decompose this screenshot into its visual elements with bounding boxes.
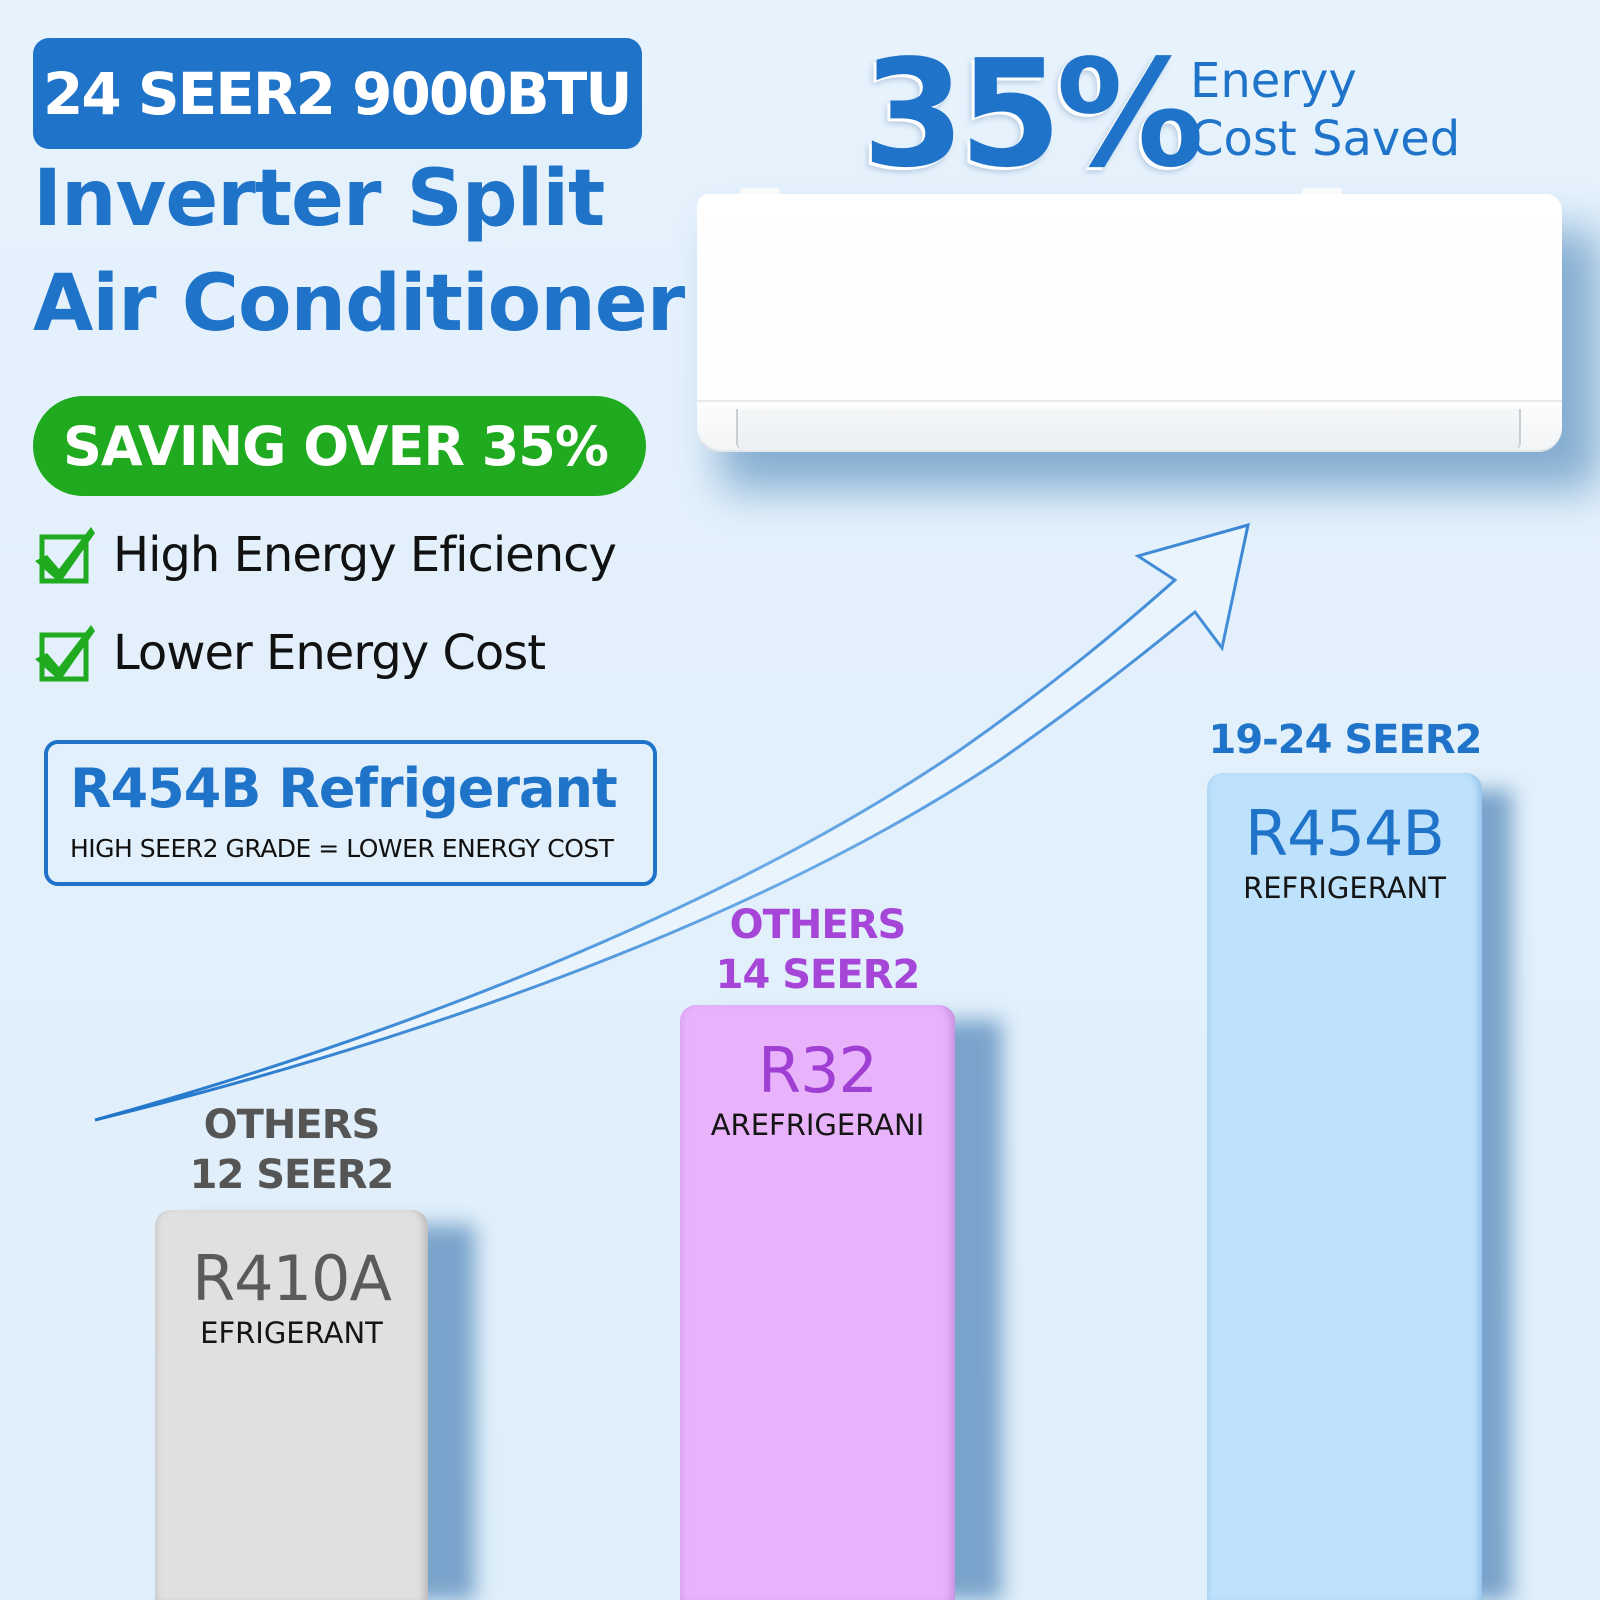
ac-mount-tab	[1302, 188, 1342, 198]
bar-refrigerant-name: R454B	[1245, 797, 1445, 870]
feature-label: High Energy Eficiency	[113, 527, 617, 583]
ac-mount-tab	[740, 188, 780, 198]
product-title-line-2: Air Conditioner	[33, 259, 685, 349]
bar-refrigerant-name: R32	[758, 1034, 878, 1107]
saving-pill-text: SAVING OVER 35%	[63, 414, 609, 478]
ac-unit-louver	[736, 409, 1521, 449]
refrigerant-heading: R454B Refrigerant	[70, 757, 618, 820]
ac-unit-seam	[697, 400, 1562, 402]
bar-label-line-1: OTHERS	[203, 1102, 381, 1148]
bar-r32: R32 AREFRIGERANI	[680, 1005, 955, 1600]
checkbox-checked-icon	[35, 527, 95, 584]
bar-refrigerant-sub: EFRIGERANT	[200, 1316, 383, 1350]
bar-refrigerant-sub: AREFRIGERANI	[710, 1108, 925, 1142]
bar-label-line-2: 14 SEER2	[715, 952, 921, 998]
bar-label-r410a: OTHERS 12 SEER2	[155, 1100, 428, 1200]
checkbox-checked-icon	[35, 625, 95, 682]
product-title-line-1: Inverter Split	[33, 154, 605, 244]
spec-badge: 24 SEER2 9000BTU	[33, 38, 642, 149]
bar-r454b: R454B REFRIGERANT	[1207, 773, 1482, 1600]
bar-label-r454b: 19-24 SEER2	[1190, 715, 1500, 765]
feature-item: High Energy Eficiency	[33, 520, 617, 590]
bar-label-r32: OTHERS 14 SEER2	[680, 900, 955, 1000]
feature-item: Lower Energy Cost	[33, 618, 546, 688]
savings-caption-line-2: Cost Saved	[1190, 111, 1461, 167]
savings-caption: Eneryy Cost Saved	[1190, 52, 1460, 168]
refrigerant-info-box: R454B Refrigerant HIGH SEER2 GRADE = LOW…	[44, 740, 657, 886]
bar-refrigerant-sub: REFRIGERANT	[1243, 871, 1446, 905]
bar-refrigerant-name: R410A	[192, 1242, 392, 1315]
refrigerant-subheading: HIGH SEER2 GRADE = LOWER ENERGY COST	[70, 834, 614, 863]
bar-label-line-1: OTHERS	[729, 902, 907, 948]
spec-badge-text: 24 SEER2 9000BTU	[43, 59, 632, 128]
bar-r410a: R410A EFRIGERANT	[155, 1210, 428, 1600]
savings-caption-line-1: Eneryy	[1190, 53, 1357, 109]
saving-pill: SAVING OVER 35%	[33, 396, 646, 496]
bar-label-line-2: 12 SEER2	[189, 1152, 395, 1198]
savings-percent: 35%	[862, 28, 1204, 200]
feature-label: Lower Energy Cost	[113, 625, 546, 681]
bar-label-line-1: 19-24 SEER2	[1208, 717, 1483, 763]
